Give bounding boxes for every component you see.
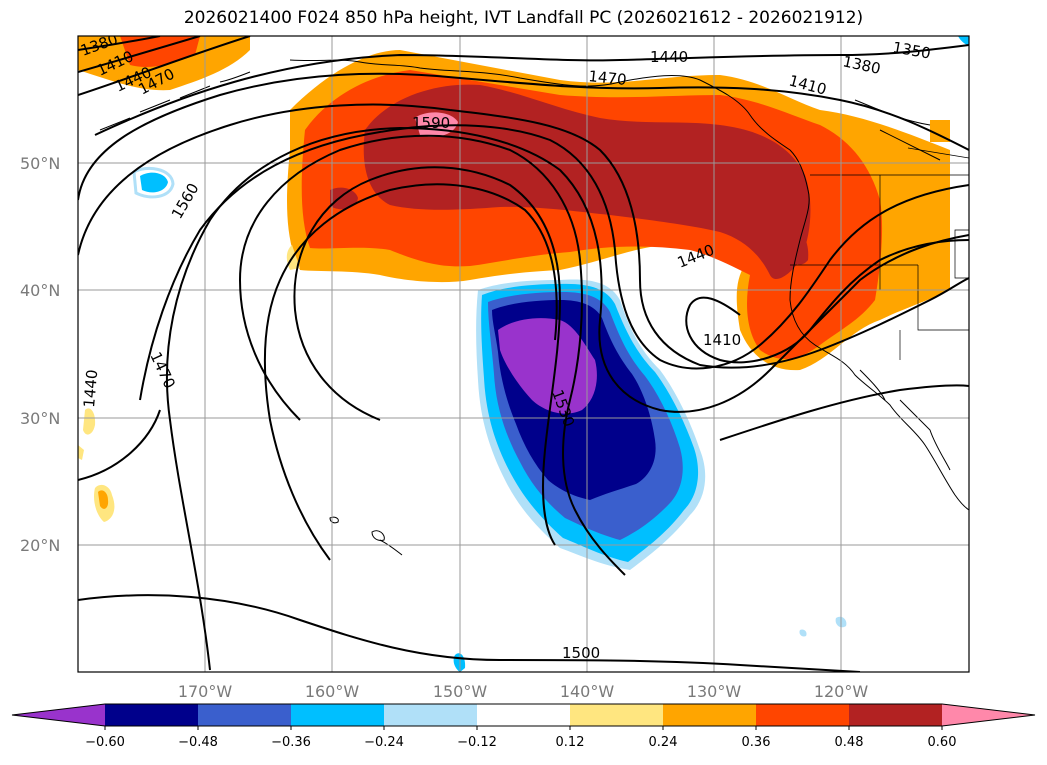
lon-tick-label: 150°W (433, 682, 488, 701)
contour-label: 1440 (650, 48, 688, 66)
contour-label: 1500 (562, 644, 600, 662)
lon-tick-label: 170°W (178, 682, 233, 701)
lon-tick-label: 120°W (814, 682, 869, 701)
political-borders (790, 147, 969, 360)
latitude-axis: 50°N 40°N 30°N 20°N (20, 154, 60, 555)
lat-tick-label: 40°N (20, 281, 60, 300)
colorbar-tick-label: −0.12 (457, 735, 497, 750)
height-contours (78, 36, 969, 672)
colorbar-swatch (198, 704, 291, 726)
lon-tick-label: 160°W (305, 682, 360, 701)
colorbar-tick-label: −0.36 (271, 735, 311, 750)
colorbar-swatch (12, 704, 105, 726)
colorbar-swatch (105, 704, 198, 726)
colorbar-tick-label: 0.24 (649, 735, 678, 750)
colorbar-swatch (477, 704, 570, 726)
colorbar-ticks: −0.60 −0.48 −0.36 −0.24 −0.12 0.12 0.24 0.36 0.4… (85, 726, 956, 750)
colorbar-swatch (756, 704, 849, 726)
colorbar-swatch (291, 704, 384, 726)
contour-label: 1470 (588, 67, 628, 89)
colorbar-swatch (570, 704, 663, 726)
colorbar-swatches (11, 703, 1036, 727)
map-title: 2026021400 F024 850 hPa height, IVT Land… (183, 8, 864, 28)
colorbar-tick-label: 0.36 (742, 735, 771, 750)
colorbar-swatch (849, 704, 942, 726)
map-frame (77, 35, 970, 673)
lon-tick-label: 130°W (687, 682, 742, 701)
colorbar-swatch (663, 704, 756, 726)
longitude-axis: 170°W 160°W 150°W 140°W 130°W 120°W (178, 682, 869, 701)
colorbar-tick-label: −0.24 (364, 735, 404, 750)
colorbar-tick-label: 0.60 (928, 735, 957, 750)
colorbar: −0.60 −0.48 −0.36 −0.24 −0.12 0.12 0.24 0.36 0.4… (11, 703, 1036, 750)
lat-tick-label: 20°N (20, 536, 60, 555)
lat-tick-label: 30°N (20, 409, 60, 428)
colorbar-tick-label: 0.12 (556, 735, 585, 750)
lat-tick-label: 50°N (20, 154, 60, 173)
contour-label: 1440 (80, 369, 101, 409)
colorbar-tick-label: 0.48 (835, 735, 864, 750)
colorbar-tick-label: −0.48 (178, 735, 218, 750)
contour-label: 1410 (703, 331, 741, 349)
colorbar-swatch (384, 704, 477, 726)
contour-label: 1590 (412, 114, 450, 132)
lon-tick-label: 140°W (560, 682, 615, 701)
ivt-negative-region (132, 36, 969, 672)
colorbar-swatch (942, 704, 1035, 726)
colorbar-tick-label: −0.60 (85, 735, 125, 750)
